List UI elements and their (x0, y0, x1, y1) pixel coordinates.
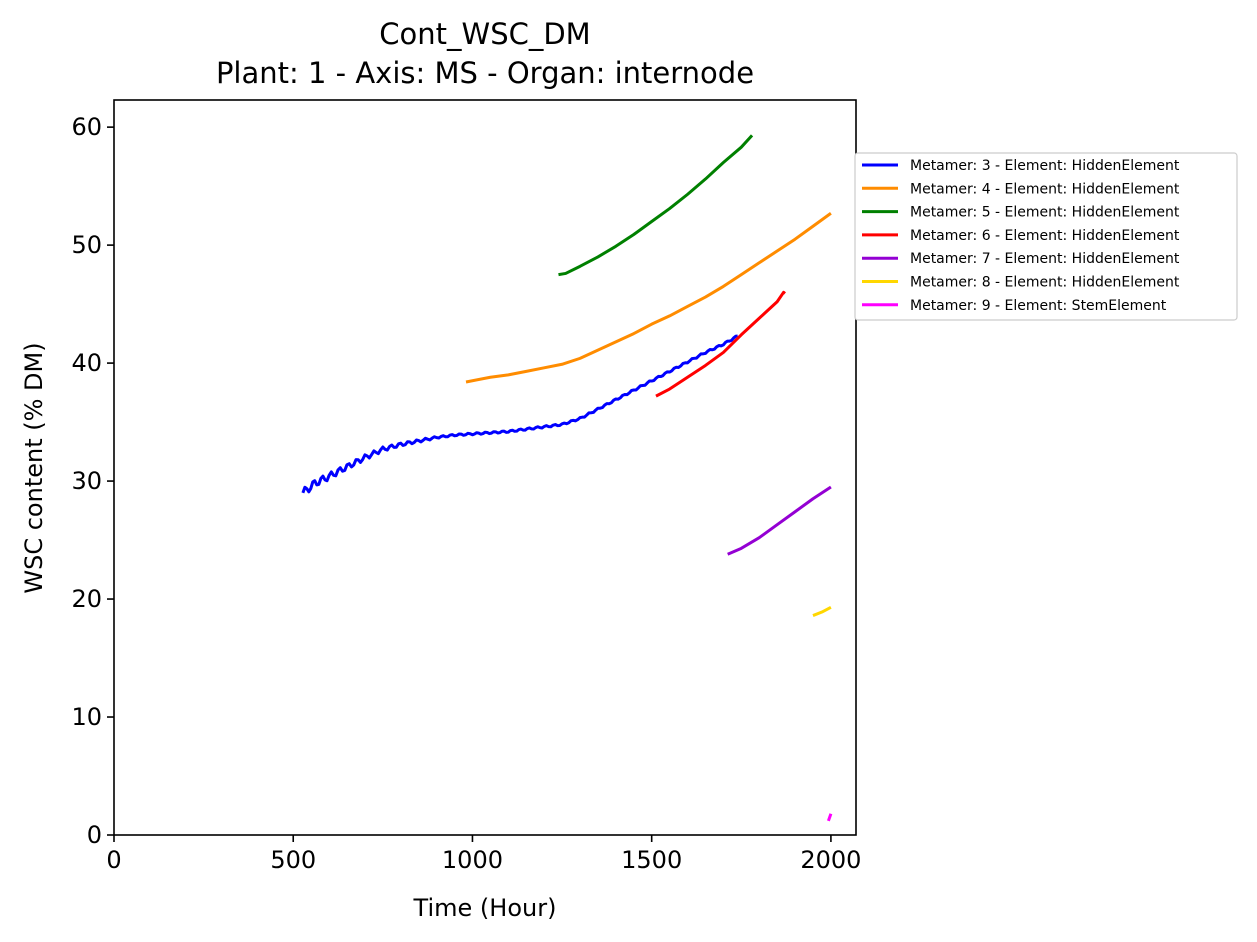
legend-label: Metamer: 5 - Element: HiddenElement (910, 205, 1180, 221)
series-line-3 (558, 134, 754, 277)
legend-label: Metamer: 3 - Element: HiddenElement (910, 158, 1180, 174)
legend-label: Metamer: 7 - Element: HiddenElement (910, 251, 1180, 267)
y-tick-label: 0 (87, 821, 102, 849)
x-axis-label: Time (Hour) (413, 894, 557, 922)
chart-subtitle: Plant: 1 - Axis: MS - Organ: internode (216, 56, 754, 90)
series-line-4 (655, 290, 786, 398)
x-tick-label: 2000 (800, 846, 861, 874)
y-tick-label: 50 (71, 231, 102, 259)
series-line-1 (301, 334, 738, 494)
chart-title: Cont_WSC_DM (379, 17, 590, 51)
x-tick-label: 1500 (621, 846, 682, 874)
legend-box (854, 152, 1238, 321)
plot-frame (113, 99, 857, 836)
series-layer (301, 134, 833, 822)
y-tick-label: 60 (71, 113, 102, 141)
y-axis-ticks: 0 10 20 30 40 50 60 (71, 113, 114, 849)
series-line-7 (826, 813, 833, 822)
x-tick-label: 1000 (442, 846, 503, 874)
legend: Metamer: 3 - Element: HiddenElement Metam… (854, 152, 1238, 321)
x-tick-label: 0 (106, 846, 121, 874)
legend-label: Metamer: 8 - Element: HiddenElement (910, 275, 1180, 291)
y-tick-label: 30 (71, 467, 102, 495)
legend-label: Metamer: 9 - Element: StemElement (910, 298, 1167, 314)
y-tick-label: 40 (71, 349, 102, 377)
series-line-6 (812, 605, 832, 617)
y-axis-label: WSC content (% DM) (20, 342, 48, 593)
legend-label: Metamer: 6 - Element: HiddenElement (910, 228, 1180, 244)
y-tick-label: 10 (71, 703, 102, 731)
series-line-5 (727, 485, 832, 556)
x-axis-ticks: 0 500 1000 1500 2000 (106, 835, 861, 874)
x-tick-label: 500 (270, 846, 316, 874)
y-tick-label: 20 (71, 585, 102, 613)
legend-label: Metamer: 4 - Element: HiddenElement (910, 181, 1180, 197)
series-line-2 (465, 212, 832, 384)
